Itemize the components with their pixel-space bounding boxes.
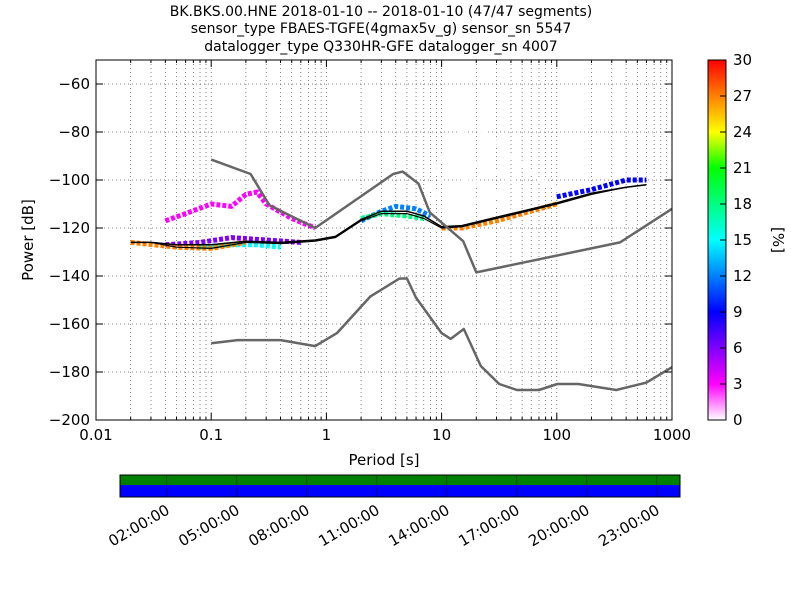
noise-model-nhnm (210, 158, 673, 274)
density-band (556, 177, 647, 200)
colorbar-tick-label: 9 (733, 303, 743, 321)
density-band (428, 158, 524, 206)
colorbar-tick-label: 0 (733, 411, 743, 429)
colorbar-tick-label: 30 (733, 51, 752, 69)
density-band (164, 189, 317, 231)
colorbar-tick-label: 6 (733, 339, 743, 357)
x-tick-label: 100 (542, 426, 571, 444)
y-tick-label: −100 (49, 171, 90, 189)
colorbar: 0 3 6 9 12 15 18 21 24 27 30 [%] (707, 51, 787, 429)
x-tick-label: 1 (322, 426, 332, 444)
noise-model-nlnm (211, 277, 673, 392)
density-band (440, 196, 524, 219)
plot-background (96, 60, 672, 420)
plot-grid (95, 60, 672, 421)
y-tick-label: −120 (49, 219, 90, 237)
density-band (440, 177, 524, 209)
density-band (165, 235, 301, 248)
density-band (360, 211, 425, 221)
y-tick-label: −180 (49, 363, 90, 381)
colorbar-tick-label: 18 (733, 195, 752, 213)
colorbar-label: [%] (769, 227, 787, 253)
y-tick-label: −80 (58, 123, 90, 141)
coverage-bar-data (120, 475, 680, 485)
mean-curve (130, 184, 647, 250)
density-band (421, 122, 647, 210)
colorbar-tick-label: 12 (733, 267, 752, 285)
coverage-frame (119, 474, 681, 498)
x-tick-label: 1000 (653, 426, 691, 444)
mode-curve (130, 184, 647, 246)
colorbar-ticks: 0 3 6 9 12 15 18 21 24 27 30 (720, 51, 752, 429)
ppsd-plot: 0.01 0.1 1 10 100 1000 −200 −180 −160 −140 −120 −1… (49, 59, 691, 444)
y-tick-label: −60 (58, 75, 90, 93)
x-tick-label: 0.01 (79, 426, 112, 444)
psd-curves (130, 184, 647, 250)
y-axis-label: Power [dB] (19, 199, 37, 281)
x-axis-ticks: 0.01 0.1 1 10 100 1000 (79, 60, 691, 444)
x-tick-label: 0.1 (199, 426, 223, 444)
plot-frame (95, 59, 673, 421)
title-line-1: BK.BKS.00.HNE 2018-01-10 -- 2018-01-10 (… (170, 4, 593, 20)
x-tick-label: 10 (432, 426, 451, 444)
colorbar-tick-label: 15 (733, 231, 752, 249)
title-line-3: datalogger_type Q330HR-GFE datalogger_sn… (204, 39, 557, 55)
colorbar-tick-label: 24 (733, 123, 752, 141)
density-band (380, 220, 477, 236)
noise-model-lines (210, 158, 673, 392)
title-line-2: sensor_type FBAES-TGFE(4gmax5v_g) sensor… (191, 21, 572, 37)
colorbar-tick-label: 21 (733, 159, 752, 177)
coverage-bars (120, 475, 680, 497)
density-band (441, 201, 558, 231)
colorbar-tick-label: 3 (733, 375, 743, 393)
coverage-bar-psd (120, 485, 680, 497)
colorbar-tick-label: 27 (733, 87, 752, 105)
y-tick-label: −200 (49, 411, 90, 429)
y-axis-ticks: −200 −180 −160 −140 −120 −100 −80 −60 (49, 75, 672, 429)
y-tick-label: −160 (49, 315, 90, 333)
x-axis-label: Period [s] (348, 451, 419, 469)
y-tick-label: −140 (49, 267, 90, 285)
